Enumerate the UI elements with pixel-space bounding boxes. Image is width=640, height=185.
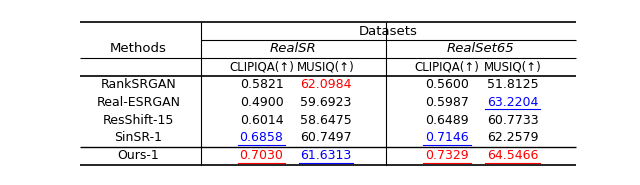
Text: Datasets: Datasets <box>359 25 418 38</box>
Text: CLIPIQA(↑): CLIPIQA(↑) <box>229 60 294 73</box>
Text: 0.5600: 0.5600 <box>425 78 469 91</box>
Text: SinSR-1: SinSR-1 <box>115 131 163 144</box>
Text: MUSIQ(↑): MUSIQ(↑) <box>297 60 355 73</box>
Text: RealSR: RealSR <box>269 42 316 56</box>
Text: MUSIQ(↑): MUSIQ(↑) <box>484 60 541 73</box>
Text: 0.7030: 0.7030 <box>239 149 284 162</box>
Text: 62.2579: 62.2579 <box>487 131 538 144</box>
Text: Ours-1: Ours-1 <box>118 149 159 162</box>
Text: 0.4900: 0.4900 <box>239 96 284 109</box>
Text: 0.6489: 0.6489 <box>425 114 469 127</box>
Text: Real-ESRGAN: Real-ESRGAN <box>97 96 180 109</box>
Text: 0.5987: 0.5987 <box>425 96 469 109</box>
Text: 0.6858: 0.6858 <box>239 131 284 144</box>
Text: 60.7497: 60.7497 <box>300 131 352 144</box>
Text: 0.5821: 0.5821 <box>239 78 284 91</box>
Text: Methods: Methods <box>110 42 167 56</box>
Text: 63.2204: 63.2204 <box>487 96 538 109</box>
Text: 61.6313: 61.6313 <box>300 149 351 162</box>
Text: 51.8125: 51.8125 <box>486 78 538 91</box>
Text: 0.7146: 0.7146 <box>425 131 469 144</box>
Text: 62.0984: 62.0984 <box>300 78 352 91</box>
Text: ResShift-15: ResShift-15 <box>103 114 174 127</box>
Text: 0.7329: 0.7329 <box>425 149 469 162</box>
Text: 58.6475: 58.6475 <box>300 114 352 127</box>
Text: 59.6923: 59.6923 <box>300 96 352 109</box>
Text: CLIPIQA(↑): CLIPIQA(↑) <box>415 60 479 73</box>
Text: RealSet65: RealSet65 <box>447 42 515 56</box>
Text: RankSRGAN: RankSRGAN <box>100 78 177 91</box>
Text: 60.7733: 60.7733 <box>486 114 538 127</box>
Text: 64.5466: 64.5466 <box>487 149 538 162</box>
Text: 0.6014: 0.6014 <box>240 114 284 127</box>
